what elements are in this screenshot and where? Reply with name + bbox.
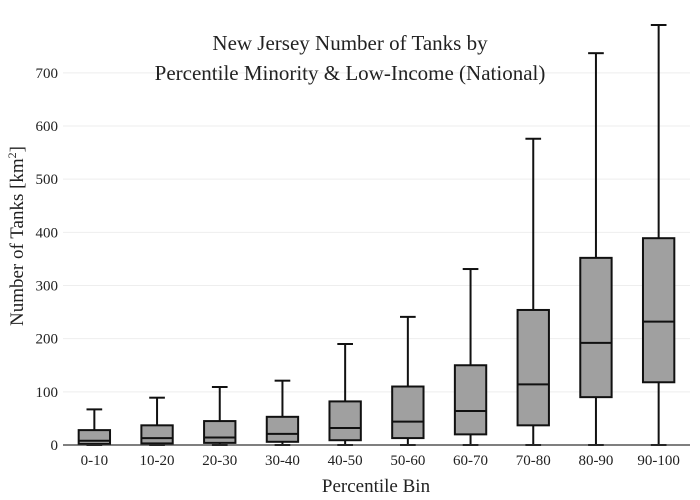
x-tick-label: 0-10 [81,453,109,469]
iqr-box [391,385,425,440]
x-tick-label: 60-70 [453,453,488,469]
iqr-box [140,424,174,445]
iqr-box [265,415,300,443]
iqr-box [516,308,550,427]
box-plot-item [391,315,425,446]
iqr-box [77,429,112,445]
y-axis-unit-exponent: 2 [5,152,19,158]
y-axis-unit-base: [km [7,158,28,189]
y-tick-label: 200 [36,332,59,348]
x-tick-label: 20-30 [202,453,237,469]
y-tick-label: 300 [36,279,59,295]
chart-title-line-2: Percentile Minority & Low-Income (Nation… [155,61,546,85]
chart-title-line-1: New Jersey Number of Tanks by [212,31,488,55]
iqr-box [579,256,613,399]
box-plot-item [203,386,237,446]
box-plot-item [516,137,550,446]
iqr-box [203,420,237,444]
y-axis-unit-close: ] [7,146,28,152]
y-tick-label: 0 [51,438,59,454]
y-axis-title: Number of Tanks [km2] [5,146,28,326]
box-plot-item [265,379,300,446]
y-tick-labels: 0 100 200 300 400 500 600 700 [36,66,59,454]
gridlines [63,72,690,393]
x-tick-labels: 0-10 10-20 20-30 30-40 40-50 50-60 60-70 70-80 8… [81,453,680,469]
box-plot-item [328,342,362,446]
x-axis-title: Percentile Bin [322,476,431,497]
iqr-box [453,364,488,436]
y-tick-label: 700 [36,66,59,82]
x-tick-label: 90-100 [637,453,680,469]
x-tick-label: 10-20 [140,453,175,469]
x-tick-label: 70-80 [516,453,551,469]
y-axis-title-text: Number of Tanks [7,194,28,326]
box-plot-item [77,408,112,446]
box-plot-item [140,396,174,446]
y-tick-label: 100 [36,385,59,401]
box-series [77,24,676,446]
x-tick-label: 80-90 [578,453,613,469]
x-tick-label: 50-60 [390,453,425,469]
y-tick-label: 600 [36,119,59,135]
iqr-box [641,237,676,384]
box-plot-item [453,268,488,446]
y-tick-label: 400 [36,225,59,241]
y-tick-label: 500 [36,172,59,188]
box-plot-item [579,52,613,446]
iqr-box [328,400,362,442]
x-tick-label: 40-50 [328,453,363,469]
x-tick-label: 30-40 [265,453,300,469]
box-plot-item [641,24,676,446]
